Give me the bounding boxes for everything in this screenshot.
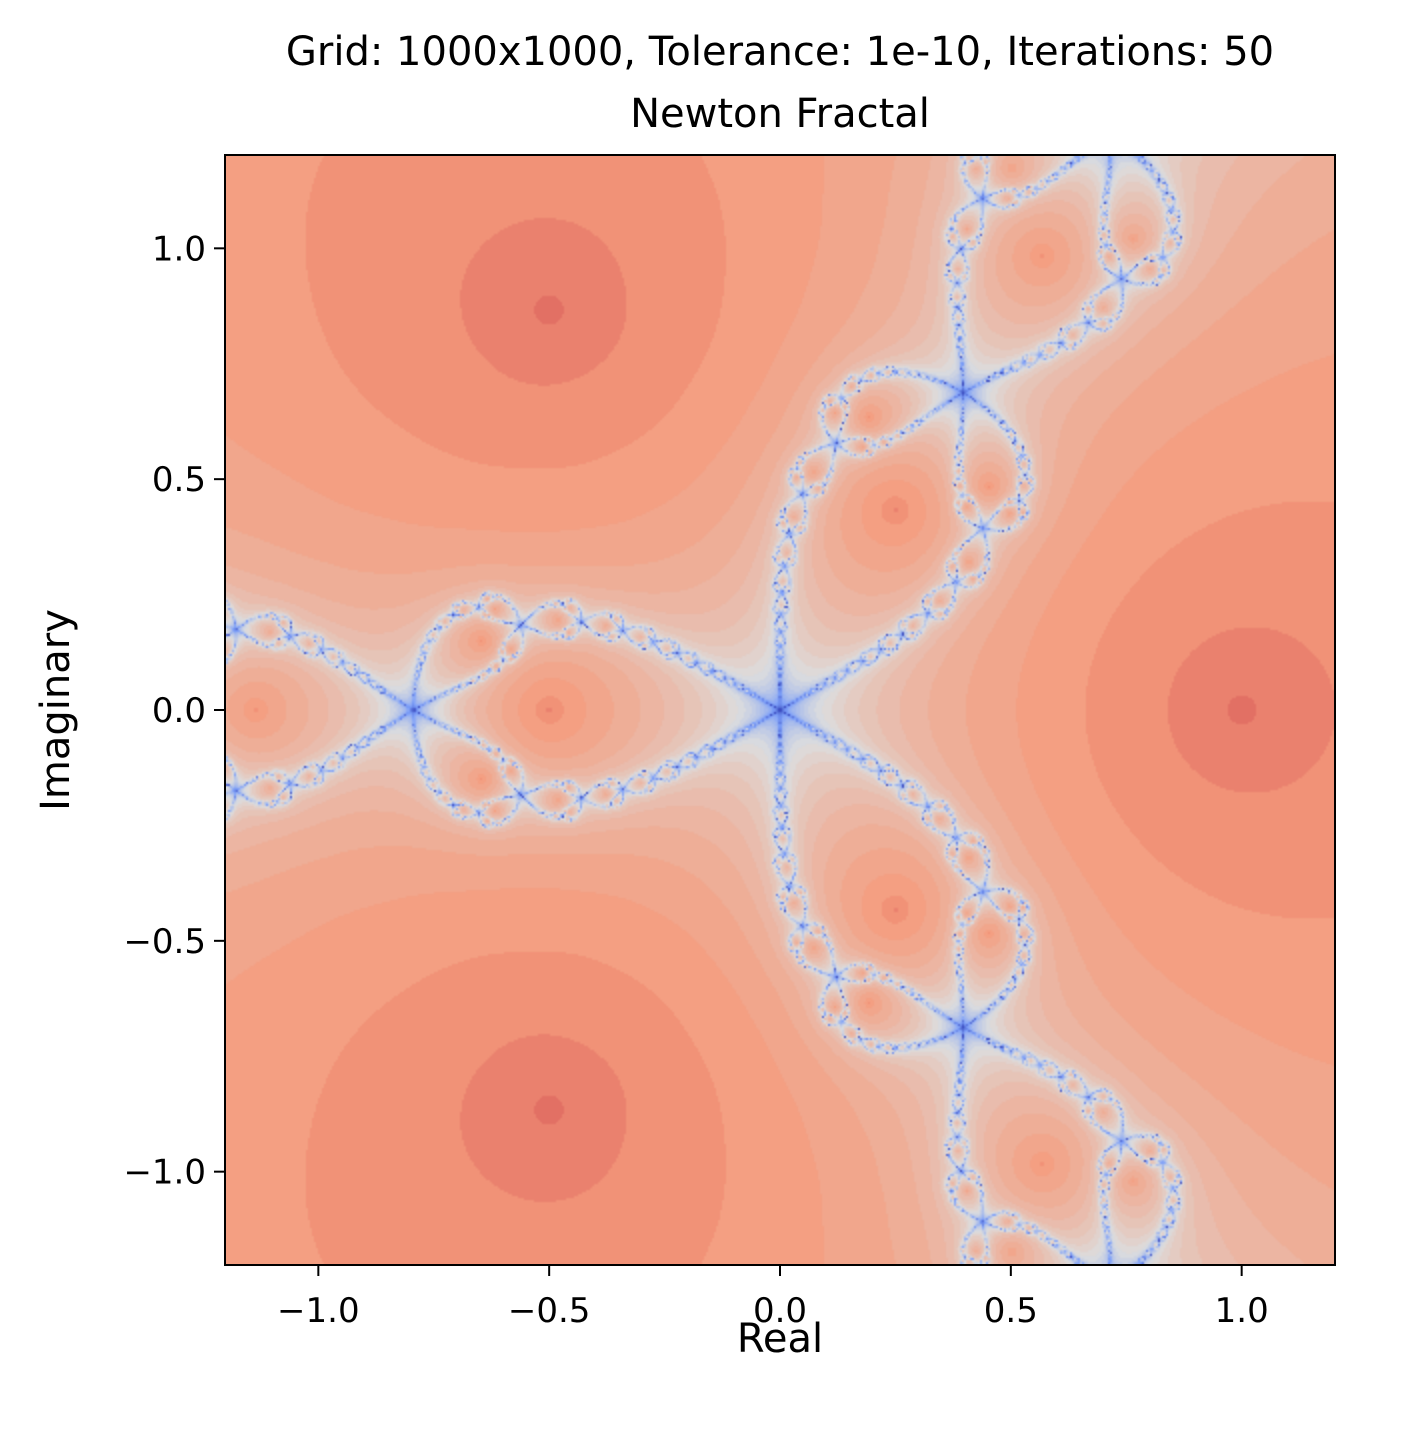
x-axis-label: Real xyxy=(736,1316,824,1362)
chart-title-parameters: Grid: 1000x1000, Tolerance: 1e-10, Itera… xyxy=(285,29,1275,75)
y-tick-label: 0.5 xyxy=(152,460,206,500)
fractal-heatmap xyxy=(226,156,1334,1264)
chart-title: Newton Fractal xyxy=(630,91,930,137)
y-tick-label: 1.0 xyxy=(152,229,206,269)
y-tick-label: 0.0 xyxy=(152,691,206,731)
plot-area xyxy=(226,156,1334,1264)
y-tick-label: −0.5 xyxy=(123,922,206,962)
y-axis-label: Imaginary xyxy=(33,609,79,811)
y-tick-label: −1.0 xyxy=(123,1153,206,1193)
